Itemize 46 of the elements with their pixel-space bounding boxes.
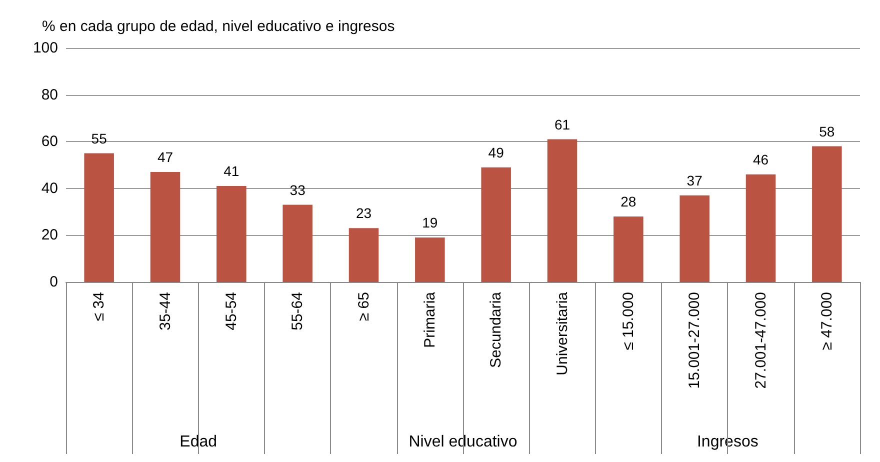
x-tick-label: Primaria <box>421 291 438 348</box>
bar <box>614 216 644 282</box>
bar <box>680 195 710 282</box>
y-tick-label: 20 <box>41 226 58 244</box>
bar <box>348 228 379 282</box>
x-tick-label: Universitaria <box>554 291 571 376</box>
y-tick-label: 40 <box>41 180 58 197</box>
text: Ingresos <box>696 434 758 450</box>
bar <box>746 174 776 282</box>
data-label: 37 <box>686 172 703 188</box>
x-tick-label: ≥ 65 <box>355 292 372 322</box>
data-label: 23 <box>356 205 372 222</box>
x-tick-label: ≤ 34 <box>90 292 108 322</box>
x-tick-label: 35-44 <box>156 292 174 330</box>
data-label: 55 <box>91 130 108 146</box>
y-axis-title: % en cada grupo de edad, nivel educativo e ingresos <box>42 18 395 35</box>
bar <box>481 167 511 282</box>
data-label: 47 <box>157 149 174 166</box>
text: Nivel educativo <box>408 434 518 450</box>
bar <box>812 146 842 282</box>
y-tick-label: 100 <box>32 40 58 56</box>
x-tick-label: ≤ 15.000 <box>620 292 637 350</box>
bar <box>547 139 578 282</box>
x-tick-label: ≥ 47.000 <box>818 292 836 350</box>
bar <box>216 186 246 282</box>
y-tick-label: 60 <box>41 133 58 150</box>
y-tick-label: 0 <box>50 274 58 290</box>
data-label: 58 <box>819 123 835 140</box>
data-label: 41 <box>224 163 240 180</box>
data-label: 28 <box>620 193 636 210</box>
x-tick-label: 55-64 <box>289 292 306 330</box>
data-label: 46 <box>752 151 769 168</box>
bar <box>150 172 180 282</box>
x-tick-label: 15.001-27.000 <box>686 292 704 389</box>
x-tick-label: 27.001-47.000 <box>752 292 770 389</box>
bar <box>84 153 114 282</box>
data-label: 61 <box>554 116 570 132</box>
bar <box>415 238 445 282</box>
x-tick-label: Secundaria <box>488 291 505 368</box>
y-tick-label: 80 <box>41 86 58 104</box>
x-tick-label: 45-54 <box>222 292 240 330</box>
data-label: 33 <box>290 182 306 198</box>
data-label: 49 <box>488 144 504 160</box>
data-label: 19 <box>422 214 438 231</box>
text: Edad <box>180 434 218 450</box>
bar <box>282 204 312 282</box>
